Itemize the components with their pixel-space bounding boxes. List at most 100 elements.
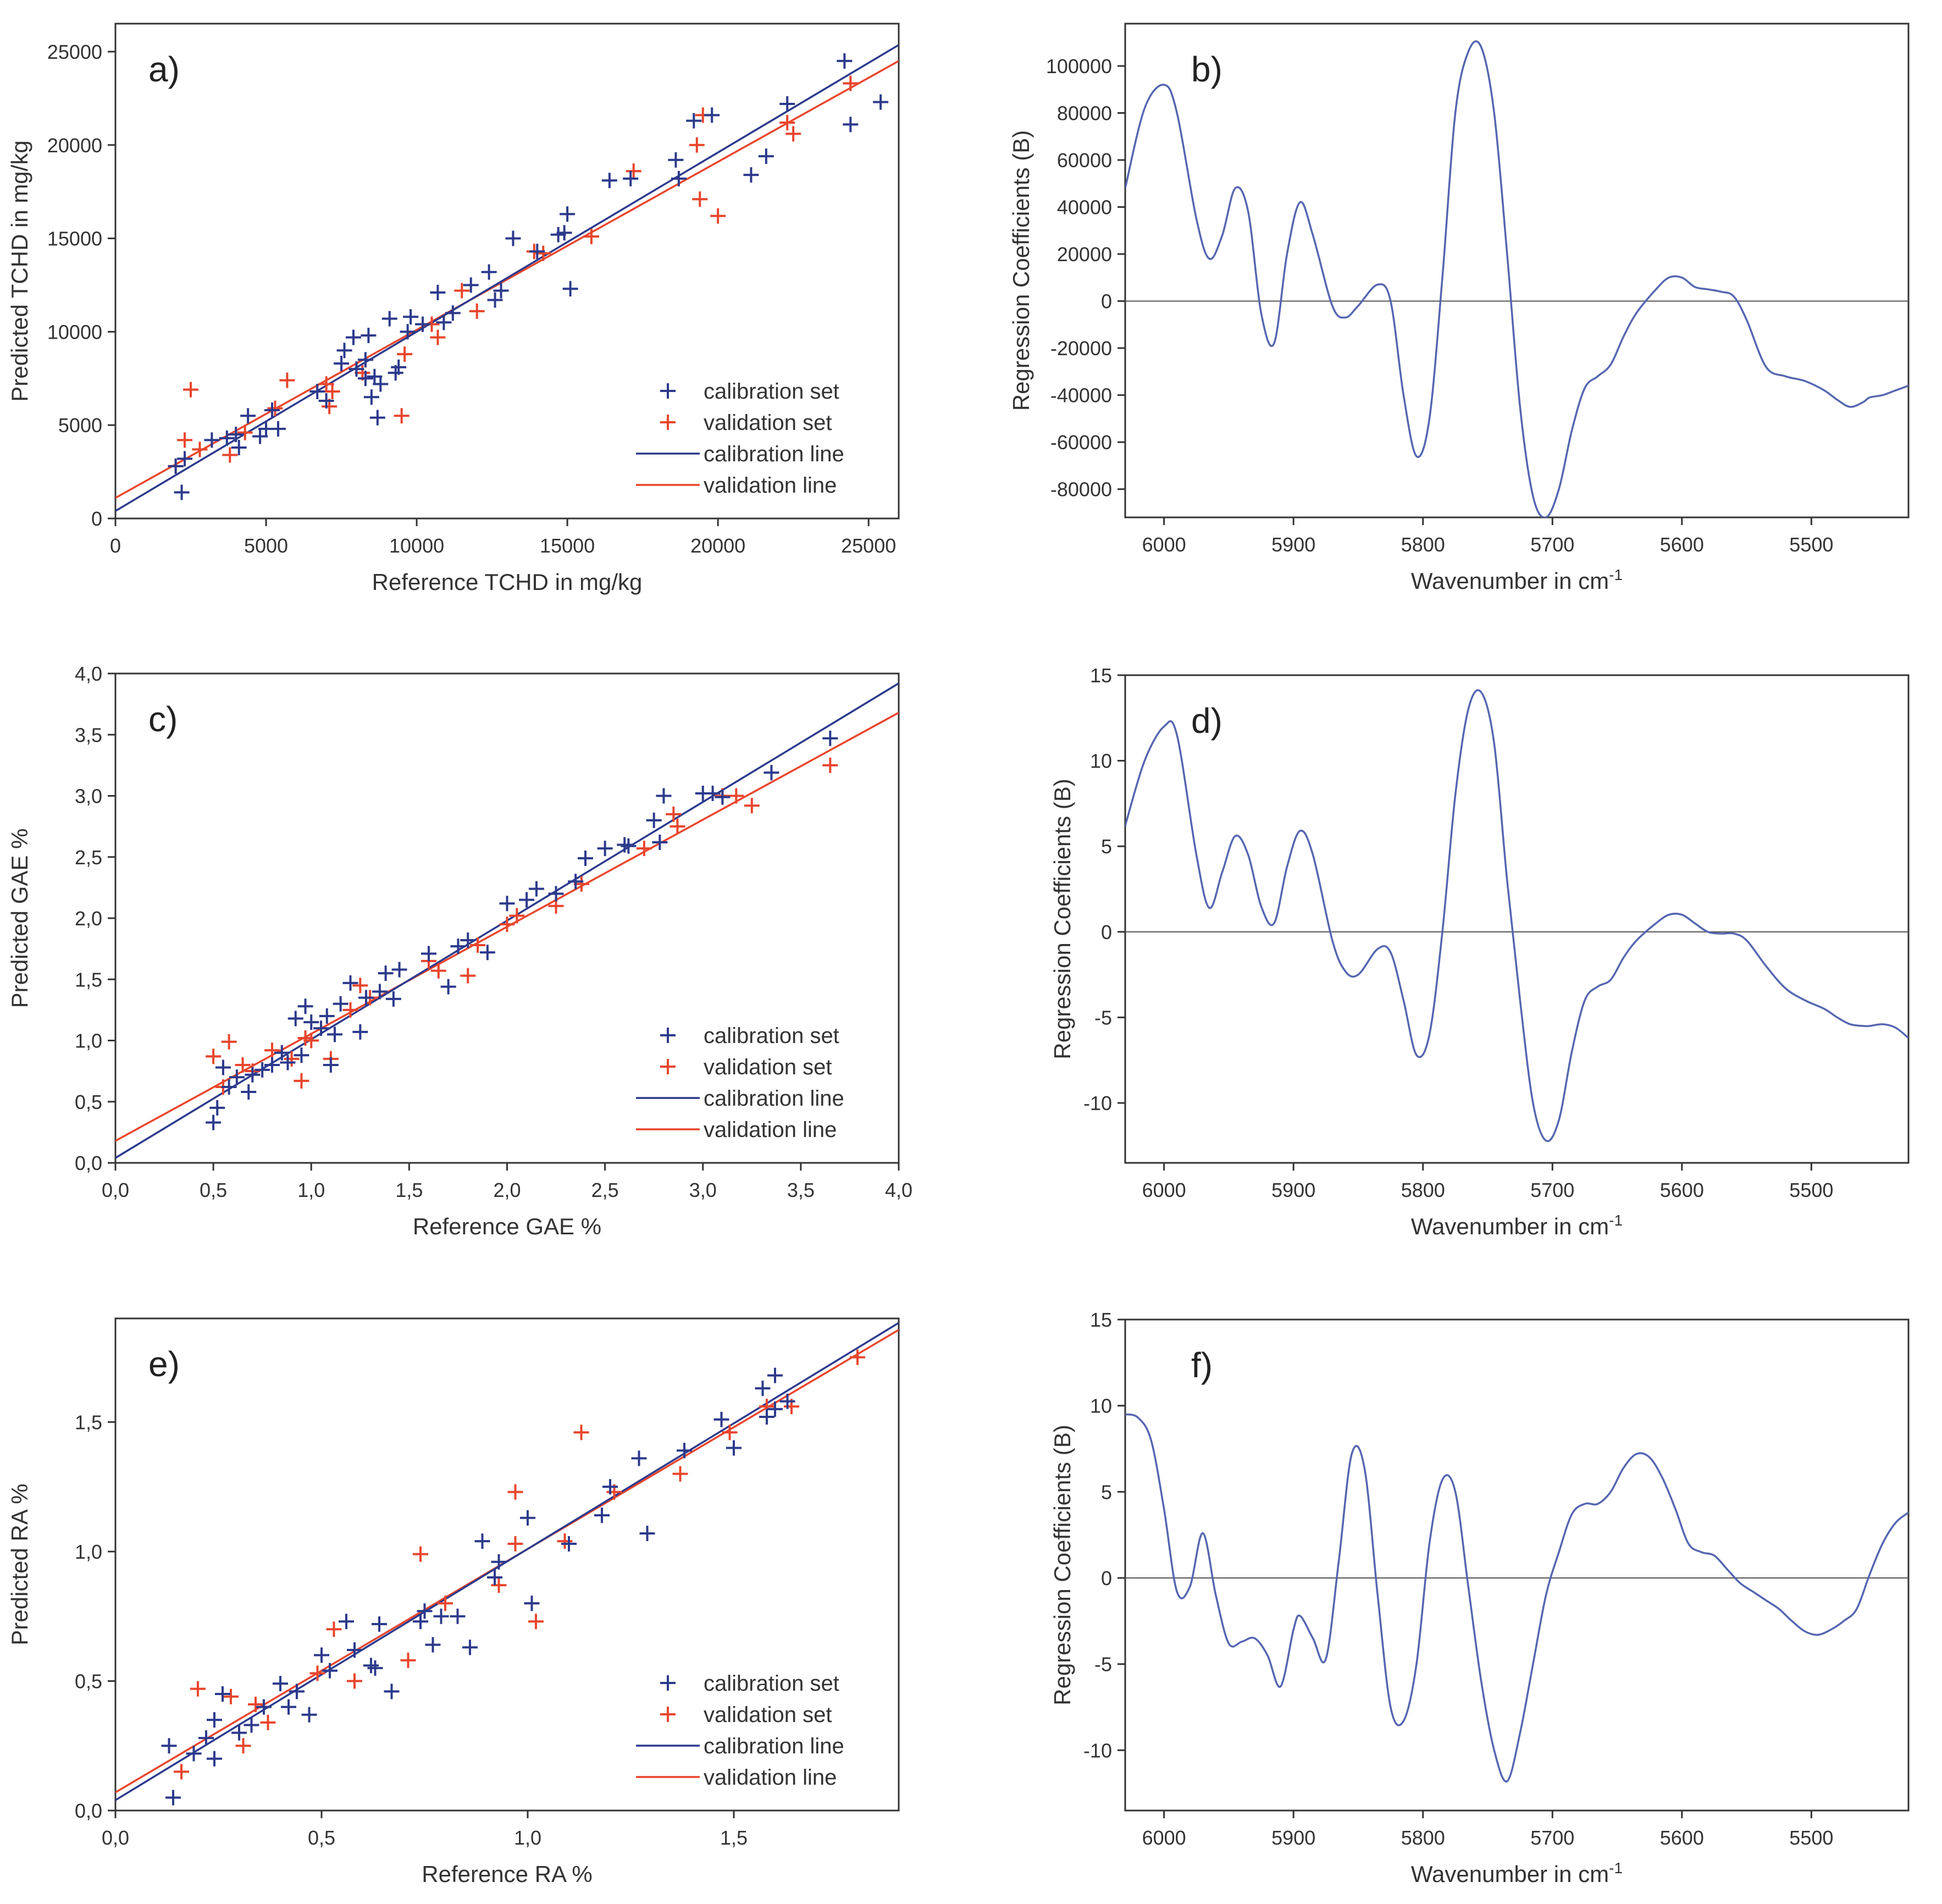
x-tick-label: 5800 (1401, 533, 1445, 556)
x-tick-label: 0,5 (200, 1179, 227, 1201)
x-tick-label: 5600 (1660, 533, 1704, 556)
calibration-point (450, 1608, 466, 1624)
panel-label: e) (148, 1344, 180, 1384)
x-tick-label: 5900 (1271, 533, 1315, 556)
calibration-point (474, 1533, 490, 1549)
validation-point (430, 329, 446, 345)
validation-point (843, 75, 859, 91)
y-tick-label: 80000 (1057, 102, 1112, 124)
calibration-point (668, 152, 684, 168)
validation-point (206, 1048, 222, 1064)
validation-point (438, 1596, 453, 1611)
x-tick-label: 20000 (690, 534, 745, 557)
calibration-point (168, 458, 184, 474)
legend-label: validation set (704, 1055, 832, 1079)
calibration-point (333, 996, 348, 1012)
calibration-point (594, 1508, 610, 1523)
calibration-point (373, 376, 389, 392)
calibration-point (493, 283, 509, 299)
chart-panel-c: 0,0 0,5 1,0 1,5 2,0 2,5 3,0 3,5 4,0 0,0 0,5 1,0 1,5 2… (7, 663, 912, 1239)
y-tick-label: 1,0 (75, 1541, 102, 1563)
calibration-point (384, 1684, 400, 1699)
calibration-point (378, 965, 394, 981)
calibration-point (256, 1699, 272, 1715)
calibration-point (487, 1570, 502, 1586)
y-tick-label: 5 (1101, 835, 1112, 858)
x-tick-label: 5900 (1271, 1179, 1315, 1201)
validation-point (347, 1673, 362, 1689)
legend-label: calibration set (704, 1671, 839, 1696)
calibration-point (357, 371, 373, 387)
y-tick-label: 10000 (47, 321, 102, 343)
calibration-point (372, 1616, 387, 1632)
y-tick-label: 0 (1101, 921, 1112, 943)
validation-point (221, 1034, 237, 1050)
legend: calibration set validation set calibration… (636, 1671, 844, 1790)
validation-point (573, 1425, 589, 1441)
calibration-point (758, 148, 774, 164)
validation-point (284, 1051, 300, 1067)
calibration-point (450, 939, 466, 954)
y-tick-label: -10 (1083, 1092, 1112, 1114)
calibration-point (186, 1746, 202, 1762)
validation-point (413, 1546, 428, 1562)
calibration-point (462, 1640, 478, 1655)
calibration-point (361, 328, 377, 344)
validation-point (507, 1484, 523, 1500)
legend-calibration-marker (660, 1675, 676, 1691)
calibration-point (440, 979, 456, 995)
calibration-point (822, 730, 838, 746)
x-tick-label: 1,0 (297, 1179, 325, 1201)
y-tick-label: 40000 (1057, 196, 1112, 219)
y-axis-label: Regression Coefficients (B) (1049, 779, 1075, 1059)
calibration-point (713, 1411, 729, 1427)
legend-validation-marker (660, 415, 676, 430)
calibration-point (705, 786, 721, 802)
calibration-point (631, 1450, 647, 1466)
calibration-point (280, 1055, 296, 1070)
validation-point (174, 1764, 189, 1780)
x-tick-label: 5700 (1530, 1179, 1574, 1201)
calibration-point (339, 1614, 354, 1630)
calibration-point (219, 430, 235, 446)
calibration-point (301, 1707, 317, 1723)
y-tick-label: 2,0 (75, 907, 102, 930)
calibration-point (177, 451, 193, 467)
calibration-point (715, 789, 731, 805)
validation-point (400, 1652, 416, 1668)
validation-point (722, 1425, 738, 1441)
x-tick-label: 5600 (1660, 1826, 1704, 1849)
validation-point (491, 1577, 507, 1593)
legend-label: calibration line (704, 1734, 844, 1758)
calibration-point (677, 1443, 692, 1459)
x-axis-label: Wavenumber in cm-1 (1411, 566, 1623, 594)
y-tick-label: 100000 (1046, 55, 1112, 78)
x-tick-label: 5000 (244, 534, 288, 557)
validation-point (222, 447, 238, 463)
calibration-point (323, 1057, 339, 1073)
calibration-point (347, 1642, 362, 1658)
x-tick-label: 5700 (1530, 1826, 1574, 1849)
x-axis-label: Wavenumber in cm-1 (1411, 1859, 1623, 1887)
validation-point (294, 1073, 309, 1089)
calibration-point (623, 170, 639, 186)
calibration-point (568, 874, 584, 890)
calibration-point (358, 990, 374, 1006)
x-axis-label: Wavenumber in cm-1 (1411, 1212, 1623, 1239)
validation-point (728, 788, 744, 804)
calibration-point (617, 837, 633, 853)
x-tick-label: 3,5 (787, 1179, 815, 1201)
calibration-point (381, 311, 397, 327)
calibration-point (318, 393, 334, 409)
calibration-point (327, 1026, 342, 1042)
legend-label: calibration line (704, 1086, 844, 1111)
calibration-point (369, 410, 385, 426)
x-axis-label-superscript: -1 (1609, 1212, 1623, 1229)
calibration-point (345, 329, 361, 345)
calibration-point (204, 432, 220, 448)
validation-point (499, 917, 515, 932)
validation-point (279, 372, 295, 388)
validation-point (397, 346, 413, 362)
x-tick-label: 25000 (841, 534, 896, 557)
calibration-point (403, 309, 419, 325)
